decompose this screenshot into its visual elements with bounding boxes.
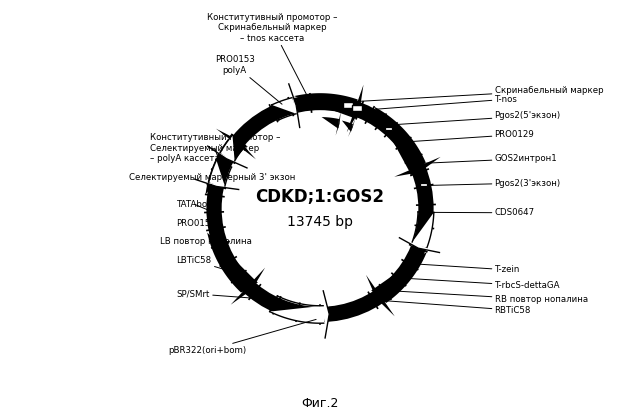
Polygon shape xyxy=(220,135,235,163)
Polygon shape xyxy=(216,128,256,159)
Polygon shape xyxy=(399,238,440,253)
Text: RB повтор нопалина: RB повтор нопалина xyxy=(394,291,588,304)
Polygon shape xyxy=(230,268,265,305)
Text: PRO0153: PRO0153 xyxy=(177,219,216,231)
Polygon shape xyxy=(207,233,258,293)
Text: Фиг.2: Фиг.2 xyxy=(301,397,339,409)
Text: Pgos2(5'экзон): Pgos2(5'экзон) xyxy=(393,111,561,125)
Bar xyxy=(385,127,392,130)
Text: GOS2интрон1: GOS2интрон1 xyxy=(421,154,557,163)
Text: Конститутивный промотор –
Селектируемый маркер
– polyA кассета: Конститутивный промотор – Селектируемый … xyxy=(150,133,280,163)
Text: Конститутивный промотор –
Скринабельный маркер
– tnos кассета: Конститутивный промотор – Скринабельный … xyxy=(207,13,337,98)
Text: pBR322(ori+bom): pBR322(ori+bom) xyxy=(168,319,316,355)
Text: T-nos: T-nos xyxy=(371,95,517,110)
Text: RBTiC58: RBTiC58 xyxy=(382,301,531,315)
Text: Селектируемый маркерный 3' экзон: Селектируемый маркерный 3' экзон xyxy=(129,173,295,186)
Text: Pgos2(3'экзон): Pgos2(3'экзон) xyxy=(429,178,561,188)
Polygon shape xyxy=(195,179,239,189)
Text: TATAbox: TATAbox xyxy=(177,200,212,211)
Polygon shape xyxy=(323,291,329,338)
Text: CDKD;1:GOS2: CDKD;1:GOS2 xyxy=(255,188,385,206)
Bar xyxy=(420,183,427,186)
Polygon shape xyxy=(366,275,395,317)
Text: 13745 bp: 13745 bp xyxy=(287,215,353,229)
Polygon shape xyxy=(347,85,364,132)
Polygon shape xyxy=(335,111,340,136)
Polygon shape xyxy=(348,118,355,137)
Polygon shape xyxy=(342,121,353,131)
Polygon shape xyxy=(205,139,246,194)
Polygon shape xyxy=(269,305,328,323)
Polygon shape xyxy=(289,84,300,128)
Polygon shape xyxy=(272,98,298,114)
Text: T-rbcS-dettaGA: T-rbcS-dettaGA xyxy=(406,278,560,290)
Text: LBTiC58: LBTiC58 xyxy=(177,256,228,271)
Polygon shape xyxy=(209,160,225,188)
Text: SP/SMrt: SP/SMrt xyxy=(177,289,255,298)
Text: T-zein: T-zein xyxy=(416,264,520,274)
Text: PRO0129: PRO0129 xyxy=(408,130,534,142)
Polygon shape xyxy=(371,252,427,303)
Bar xyxy=(351,105,362,111)
Polygon shape xyxy=(321,117,339,128)
Polygon shape xyxy=(411,213,434,247)
Text: CDS0647: CDS0647 xyxy=(431,208,534,217)
Polygon shape xyxy=(394,157,440,177)
Bar xyxy=(342,103,353,108)
Polygon shape xyxy=(208,146,247,168)
Text: Скринабельный маркер: Скринабельный маркер xyxy=(351,86,603,102)
Text: PRO0153
polyA: PRO0153 polyA xyxy=(215,55,282,104)
Polygon shape xyxy=(374,107,426,176)
Text: LB повтор нопалина: LB повтор нопалина xyxy=(160,237,252,252)
Polygon shape xyxy=(294,93,358,119)
